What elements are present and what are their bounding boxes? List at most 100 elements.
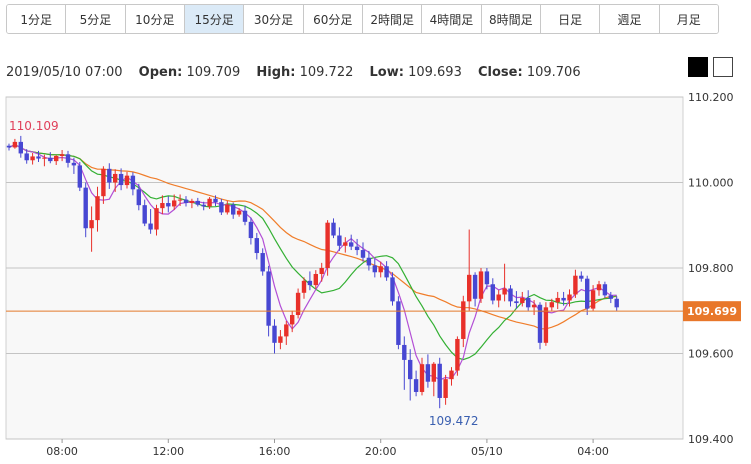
candle-body[interactable] [597, 284, 601, 290]
candle-body[interactable] [349, 242, 353, 246]
candle-body[interactable] [272, 326, 276, 343]
candle-body[interactable] [13, 142, 17, 148]
candle-body[interactable] [278, 336, 282, 342]
candle-body[interactable] [367, 258, 371, 266]
candle-body[interactable] [355, 247, 359, 250]
candle-body[interactable] [591, 290, 595, 308]
candle-body[interactable] [54, 156, 58, 161]
candle-body[interactable] [473, 275, 477, 299]
candle-body[interactable] [249, 222, 253, 238]
candle-body[interactable] [532, 305, 536, 308]
candle-body[interactable] [119, 174, 123, 185]
candle-body[interactable] [384, 266, 388, 277]
candle-body[interactable] [125, 176, 129, 185]
candle-body[interactable] [479, 271, 483, 298]
candle-body[interactable] [48, 158, 52, 161]
candle-body[interactable] [556, 298, 560, 302]
candle-body[interactable] [414, 379, 418, 392]
candle-body[interactable] [113, 174, 117, 183]
candle-body[interactable] [190, 201, 194, 203]
candle-body[interactable] [615, 299, 619, 308]
candle-body[interactable] [202, 205, 206, 207]
candle-body[interactable] [561, 298, 565, 301]
candle-body[interactable] [231, 205, 235, 215]
candle-body[interactable] [154, 208, 158, 229]
candle-body[interactable] [42, 158, 46, 159]
candle-body[interactable] [19, 142, 23, 154]
candle-body[interactable] [213, 199, 217, 202]
candle-body[interactable] [261, 253, 265, 271]
candle-body[interactable] [508, 289, 512, 302]
candle-body[interactable] [585, 279, 589, 309]
candle-body[interactable] [331, 223, 335, 236]
candle-body[interactable] [290, 315, 294, 324]
candle-body[interactable] [107, 169, 111, 183]
candle-body[interactable] [36, 156, 40, 158]
candle-body[interactable] [337, 236, 341, 246]
candle-body[interactable] [491, 284, 495, 300]
candle-body[interactable] [308, 281, 312, 285]
candle-body[interactable] [7, 146, 11, 148]
candle-body[interactable] [373, 265, 377, 272]
candle-body[interactable] [207, 199, 211, 207]
candle-body[interactable] [396, 301, 400, 345]
candle-body[interactable] [302, 281, 306, 293]
candle-body[interactable] [497, 295, 501, 301]
candle-body[interactable] [296, 293, 300, 315]
candle-body[interactable] [325, 223, 329, 268]
candle-body[interactable] [237, 211, 241, 215]
candle-body[interactable] [461, 301, 465, 339]
candle-body[interactable] [603, 284, 607, 295]
candle-body[interactable] [449, 371, 453, 380]
candle-body[interactable] [131, 176, 135, 190]
candle-body[interactable] [78, 165, 82, 187]
candle-body[interactable] [95, 196, 99, 220]
candle-body[interactable] [443, 379, 447, 398]
candle-body[interactable] [379, 266, 383, 272]
candle-body[interactable] [520, 298, 524, 303]
candle-body[interactable] [408, 360, 412, 379]
candle-body[interactable] [66, 154, 70, 163]
candle-body[interactable] [390, 277, 394, 301]
candle-body[interactable] [526, 298, 530, 307]
candle-body[interactable] [225, 205, 229, 213]
candle-body[interactable] [284, 324, 288, 336]
candle-body[interactable] [402, 345, 406, 360]
candle-body[interactable] [178, 200, 182, 201]
candle-body[interactable] [361, 250, 365, 258]
candle-body[interactable] [60, 154, 64, 156]
candle-body[interactable] [502, 289, 506, 295]
candle-body[interactable] [538, 305, 542, 343]
candle-body[interactable] [243, 211, 247, 222]
candle-body[interactable] [320, 268, 324, 274]
candle-body[interactable] [544, 307, 548, 342]
candle-body[interactable] [137, 189, 141, 205]
candle-body[interactable] [426, 364, 430, 382]
candle-body[interactable] [84, 188, 88, 229]
candle-body[interactable] [432, 364, 436, 382]
candle-body[interactable] [573, 276, 577, 295]
candle-body[interactable] [579, 276, 583, 279]
candle-body[interactable] [172, 200, 176, 206]
candle-body[interactable] [143, 205, 147, 223]
candle-body[interactable] [314, 274, 318, 285]
candle-body[interactable] [30, 156, 34, 160]
candle-body[interactable] [266, 271, 270, 325]
candle-body[interactable] [255, 238, 259, 253]
candle-body[interactable] [567, 295, 571, 301]
candle-body[interactable] [609, 295, 613, 298]
candle-body[interactable] [219, 202, 223, 212]
candle-body[interactable] [343, 242, 347, 245]
candle-body[interactable] [467, 275, 471, 302]
candle-body[interactable] [438, 364, 442, 398]
candle-body[interactable] [184, 200, 188, 203]
candle-body[interactable] [485, 271, 489, 284]
candle-body[interactable] [455, 339, 459, 371]
candle-body[interactable] [160, 203, 164, 208]
candle-body[interactable] [101, 169, 105, 196]
candle-body[interactable] [550, 302, 554, 307]
candle-body[interactable] [148, 224, 152, 230]
candle-body[interactable] [514, 301, 518, 303]
candle-body[interactable] [420, 364, 424, 392]
